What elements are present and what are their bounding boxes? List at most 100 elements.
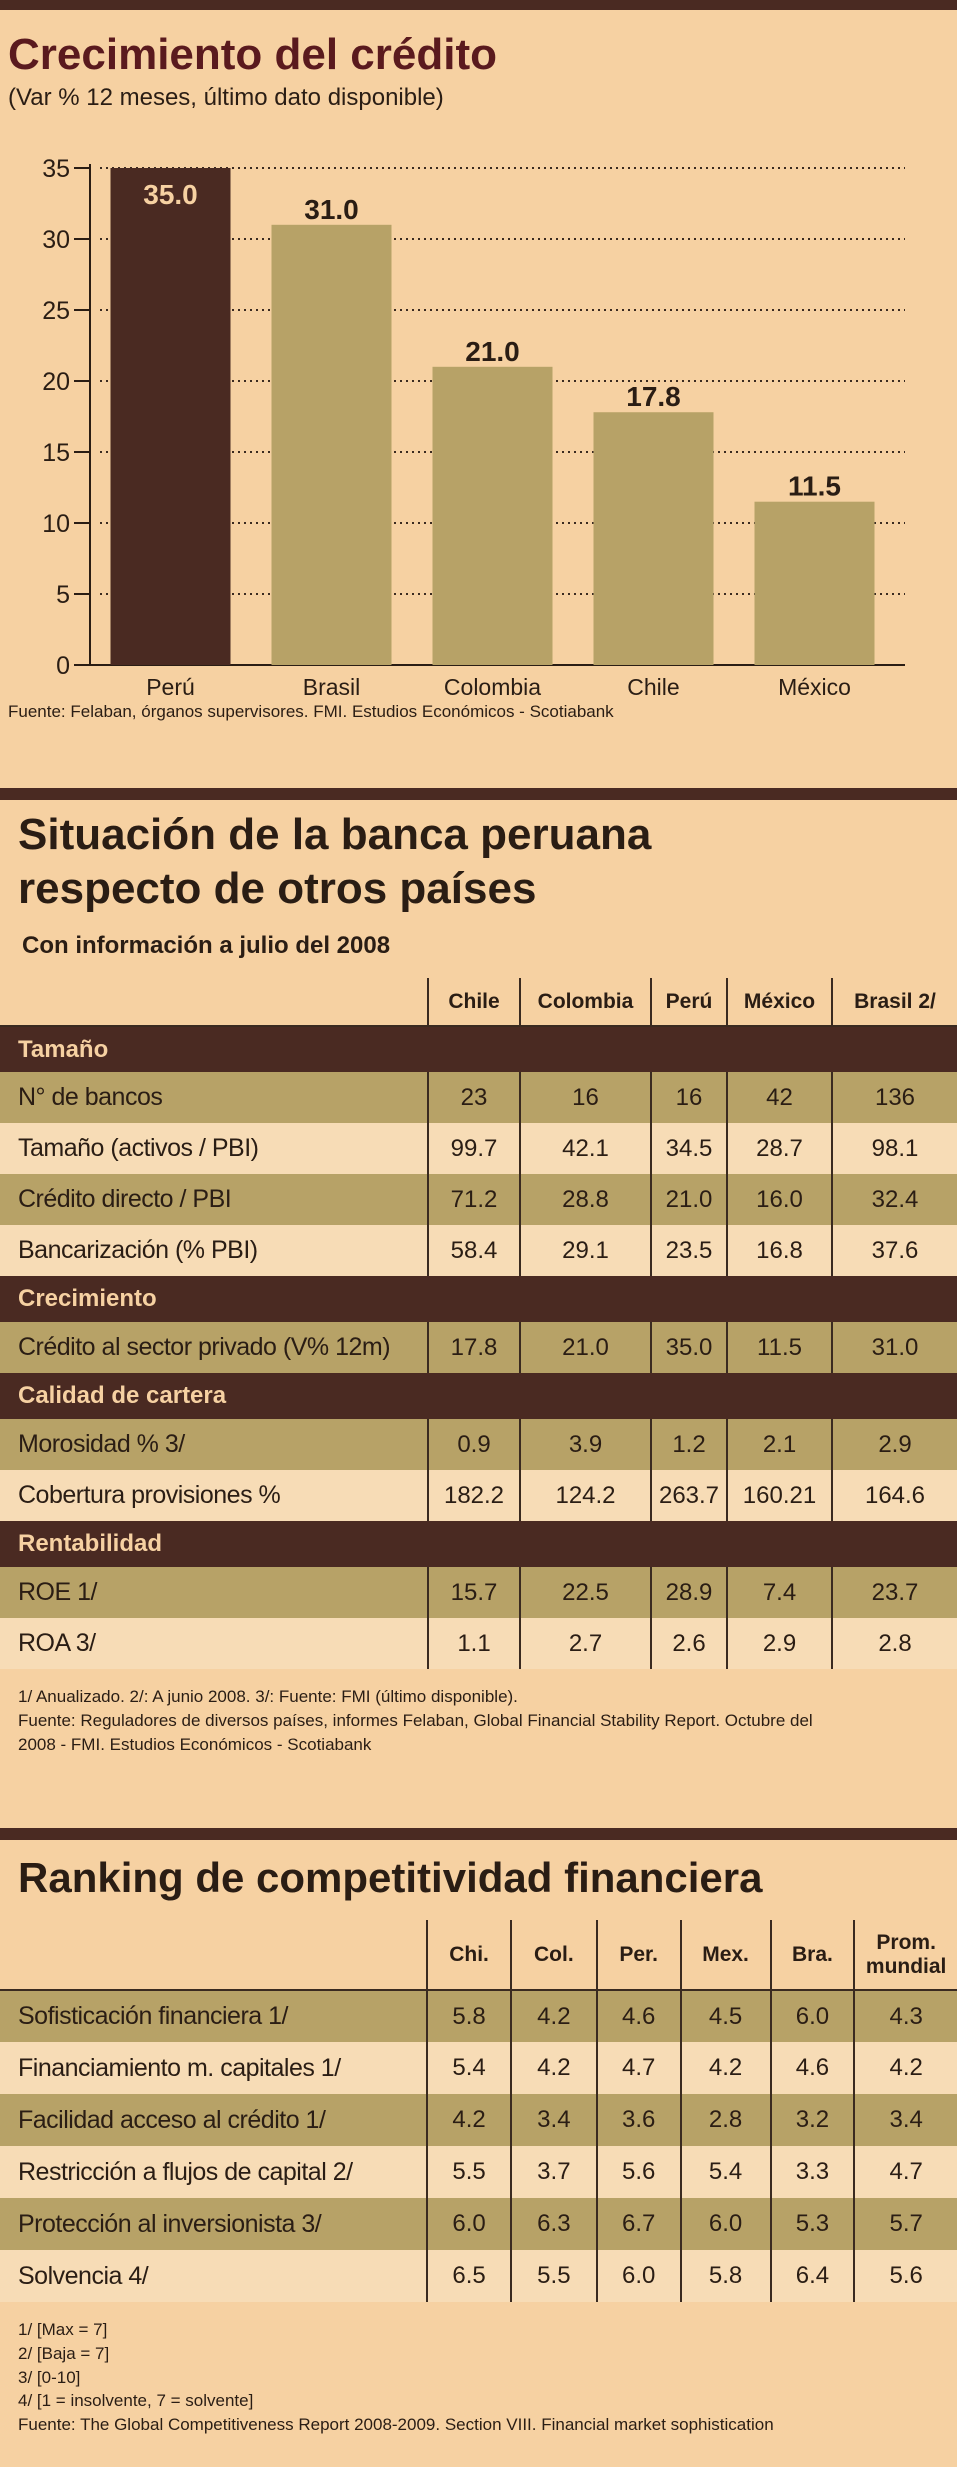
cell-value: 99.7 [428, 1123, 521, 1174]
column-header: Brasil 2/ [832, 978, 957, 1027]
cell-value: 32.4 [832, 1174, 957, 1225]
banca-subtitle: Con información a julio del 2008 [22, 932, 391, 959]
column-header: Chile [428, 978, 521, 1027]
row-label: Cobertura provisiones % [0, 1470, 429, 1521]
bar-4 [754, 501, 875, 665]
cell-value: 7.4 [727, 1567, 833, 1618]
cell-value: 4.3 [854, 1990, 957, 2042]
y-tick-label: 20 [42, 368, 70, 396]
column-header: México [727, 978, 833, 1027]
banca-table: Chile Colombia Perú México Brasil 2/Tamaño N°… [0, 978, 957, 1669]
section-label: Calidad de cartera [0, 1373, 957, 1419]
cell-value: 5.6 [854, 2250, 957, 2302]
cell-value: 2.7 [520, 1618, 652, 1669]
cell-value: 6.5 [427, 2250, 512, 2302]
row-label: Crédito al sector privado (V% 12m) [0, 1322, 429, 1373]
cell-value: 21.0 [520, 1322, 652, 1373]
row-label: Crédito directo / PBI [0, 1174, 429, 1225]
section-header-row: Crecimiento [0, 1276, 957, 1322]
x-category-label: Colombia [444, 674, 541, 700]
cell-value: 3.7 [510, 2146, 598, 2198]
footnote: 1/ Anualizado. 2/: A junio 2008. 3/: Fue… [18, 1687, 518, 1706]
bar-value-label: 31.0 [304, 194, 359, 225]
row-label: Protección al inversionista 3/ [0, 2198, 429, 2250]
cell-value: 31.0 [832, 1322, 957, 1373]
chart-source: Fuente: Felaban, órganos supervisores. F… [8, 702, 614, 721]
row-label: Tamaño (activos / PBI) [0, 1123, 429, 1174]
cell-value: 6.0 [427, 2198, 512, 2250]
table-row: N° de bancos 23 16 16 42 136 [0, 1072, 957, 1123]
section-header-row: Calidad de cartera [0, 1373, 957, 1419]
cell-value: 5.4 [680, 2146, 772, 2198]
cell-value: 98.1 [832, 1123, 957, 1174]
cell-value: 2.9 [727, 1618, 833, 1669]
chart-subtitle: (Var % 12 meses, último dato disponible) [8, 84, 444, 111]
cell-value: 28.7 [727, 1123, 833, 1174]
row-label: ROE 1/ [0, 1567, 429, 1618]
cell-value: 4.7 [596, 2042, 682, 2094]
cell-value: 4.6 [596, 1990, 682, 2042]
footnote: 2/ [Baja = 7] [18, 2343, 110, 2363]
table-row: Crédito directo / PBI 71.2 28.8 21.0 16.0 32.… [0, 1174, 957, 1225]
cell-value: 17.8 [428, 1322, 521, 1373]
banca-notes: 1/ Anualizado. 2/: A junio 2008. 3/: Fue… [18, 1685, 813, 1756]
y-tick-label: 0 [56, 652, 70, 680]
cell-value: 16 [651, 1072, 728, 1123]
ranking-notes: 1/ [Max = 7] 2/ [Baja = 7] 3/ [0-10] 4/ [1 … [18, 2318, 774, 2437]
column-header: Colombia [520, 978, 652, 1027]
cell-value: 23.5 [651, 1225, 728, 1276]
bar-3 [593, 412, 714, 665]
footnote: Fuente: Reguladores de diversos países, … [18, 1710, 813, 1730]
cell-value: 2.6 [651, 1618, 728, 1669]
row-label: Financiamiento m. capitales 1/ [0, 2042, 429, 2094]
footnote: 3/ [0-10] [18, 2367, 81, 2387]
cell-value: 3.3 [770, 2146, 856, 2198]
cell-value: 6.7 [596, 2198, 682, 2250]
table-row: Facilidad acceso al crédito 1/4.2 3.4 3.6 2… [0, 2094, 957, 2146]
banca-title-line2: respecto de otros países [18, 863, 537, 913]
y-tick-label: 30 [42, 226, 70, 254]
x-category-label: Perú [146, 674, 195, 700]
x-category-label: México [778, 674, 851, 700]
row-label: Facilidad acceso al crédito 1/ [0, 2094, 429, 2146]
section-header-row: Rentabilidad [0, 1521, 957, 1567]
section-header-row: Tamaño [0, 1026, 957, 1072]
row-label: Bancarización (% PBI) [0, 1225, 429, 1276]
column-header: Chi. [427, 1920, 512, 1991]
cell-value: 28.9 [651, 1567, 728, 1618]
cell-value: 11.5 [727, 1322, 833, 1373]
cell-value: 3.6 [596, 2094, 682, 2146]
row-label: Solvencia 4/ [0, 2250, 429, 2302]
cell-value: 4.2 [510, 2042, 598, 2094]
cell-value: 3.9 [520, 1419, 652, 1470]
bar-value-label: 21.0 [465, 336, 520, 367]
cell-value: 124.2 [520, 1470, 652, 1521]
table-row: ROA 3/1.1 2.7 2.6 2.9 2.8 [0, 1618, 957, 1669]
cell-value: 136 [832, 1072, 957, 1123]
cell-value: 16 [520, 1072, 652, 1123]
table-row: Tamaño (activos / PBI) 99.7 42.1 34.5 28.7 98… [0, 1123, 957, 1174]
header-blank [0, 1920, 429, 1991]
footnote: 4/ [1 = insolvente, 7 = solvente] [18, 2391, 254, 2411]
y-tick-label: 15 [42, 439, 70, 467]
cell-value: 2.9 [832, 1419, 957, 1470]
row-label: Restricción a flujos de capital 2/ [0, 2146, 429, 2198]
footnote: 1/ [Max = 7] [18, 2320, 108, 2339]
row-label: Sofisticación financiera 1/ [0, 1990, 429, 2042]
table-row: Bancarización (% PBI) 58.4 29.1 23.5 16.8 37.… [0, 1225, 957, 1276]
cell-value: 0.9 [428, 1419, 521, 1470]
x-category-label: Brasil [303, 674, 361, 700]
credit-growth-chart: 0 5 10 15 20 25 30 35 35.0 Perú 31.0 Brasil 21.0 Colo… [42, 155, 905, 700]
row-label: N° de bancos [0, 1072, 429, 1123]
cell-value: 71.2 [428, 1174, 521, 1225]
column-header: Col. [510, 1920, 598, 1991]
cell-value: 164.6 [832, 1470, 957, 1521]
cell-value: 5.8 [427, 1990, 512, 2042]
cell-value: 4.6 [770, 2042, 856, 2094]
y-tick-label: 10 [42, 510, 70, 538]
column-header: Prom. mundial [854, 1920, 957, 1991]
table-header-row: Chile Colombia Perú México Brasil 2/ [0, 978, 957, 1027]
cell-value: 16.0 [727, 1174, 833, 1225]
ranking-table: Chi. Col. Per. Mex. Bra. Prom. mundial Sofisti… [0, 1920, 957, 2302]
cell-value: 160.21 [727, 1470, 833, 1521]
